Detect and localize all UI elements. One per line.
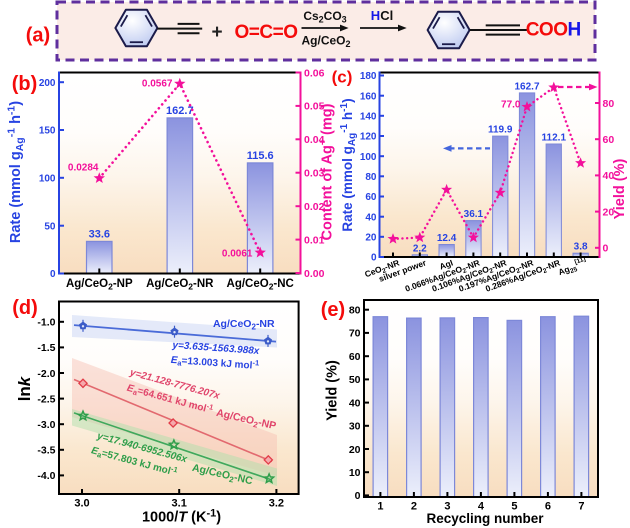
svg-text:20: 20 <box>349 444 361 456</box>
svg-text:(e): (e) <box>321 299 345 321</box>
svg-text:0: 0 <box>355 490 361 502</box>
svg-text:20: 20 <box>603 206 615 218</box>
svg-text:3.1: 3.1 <box>172 498 187 510</box>
svg-text:3.0: 3.0 <box>74 498 89 510</box>
svg-text:+: + <box>211 22 222 43</box>
svg-text:162.7: 162.7 <box>166 105 194 117</box>
svg-text:50: 50 <box>349 374 361 386</box>
svg-text:80: 80 <box>349 305 361 317</box>
svg-text:140: 140 <box>360 111 377 122</box>
svg-text:-1.0: -1.0 <box>37 317 55 329</box>
svg-text:Recycling number: Recycling number <box>426 511 544 526</box>
svg-text:112.1: 112.1 <box>542 133 567 144</box>
svg-text:-1.5: -1.5 <box>37 342 55 354</box>
svg-text:40: 40 <box>365 212 377 223</box>
svg-text:0.03: 0.03 <box>304 168 325 180</box>
svg-text:-3.5: -3.5 <box>37 445 55 457</box>
svg-text:100: 100 <box>39 173 56 184</box>
svg-text:3: 3 <box>444 501 450 513</box>
svg-text:3.8: 3.8 <box>574 242 588 253</box>
svg-text:Ea=13.003 kJ mol-1: Ea=13.003 kJ mol-1 <box>170 352 259 373</box>
svg-text:(b): (b) <box>12 73 38 95</box>
svg-text:0.0284: 0.0284 <box>68 163 99 174</box>
svg-text:3.2: 3.2 <box>269 498 284 510</box>
svg-text:80: 80 <box>603 98 615 110</box>
svg-text:60: 60 <box>365 192 377 203</box>
svg-text:0.0061: 0.0061 <box>222 249 253 260</box>
svg-text:12.4: 12.4 <box>437 233 457 244</box>
svg-text:50: 50 <box>44 221 56 232</box>
svg-text:160: 160 <box>360 91 377 102</box>
svg-text:60: 60 <box>349 351 361 363</box>
svg-text:0: 0 <box>371 253 377 264</box>
svg-text:36.1: 36.1 <box>464 209 484 220</box>
svg-text:lnk: lnk <box>15 375 34 401</box>
svg-text:Content of Ag+ (mg): Content of Ag+ (mg) <box>317 103 336 240</box>
svg-text:6: 6 <box>545 501 551 513</box>
svg-text:(d): (d) <box>12 297 38 319</box>
svg-text:0.0567: 0.0567 <box>142 79 173 90</box>
svg-text:120: 120 <box>360 132 377 143</box>
svg-text:20: 20 <box>365 232 377 243</box>
svg-text:Ag/CeO2-NC: Ag/CeO2-NC <box>227 278 294 292</box>
svg-text:HCl: HCl <box>371 8 393 23</box>
svg-text:40: 40 <box>349 397 361 409</box>
svg-text:30: 30 <box>349 421 361 433</box>
svg-text:0.05: 0.05 <box>304 101 325 113</box>
svg-text:-3.0: -3.0 <box>37 419 55 431</box>
svg-text:-4.0: -4.0 <box>37 470 55 482</box>
svg-text:Yield (%): Yield (%) <box>612 158 628 219</box>
svg-text:5: 5 <box>511 501 517 513</box>
svg-text:60: 60 <box>603 134 615 146</box>
svg-text:COOH: COOH <box>526 20 581 41</box>
svg-text:180: 180 <box>360 71 377 82</box>
svg-text:Ag/CeO2-NR: Ag/CeO2-NR <box>146 278 214 292</box>
svg-text:1: 1 <box>377 501 383 513</box>
svg-text:Cs2CO3: Cs2CO3 <box>303 9 346 25</box>
svg-text:77.0: 77.0 <box>501 100 521 111</box>
svg-text:(a): (a) <box>26 25 50 47</box>
svg-text:33.6: 33.6 <box>89 228 110 240</box>
svg-text:150: 150 <box>39 126 56 137</box>
svg-text:0.02: 0.02 <box>304 201 325 213</box>
svg-text:4: 4 <box>478 501 485 513</box>
svg-text:80: 80 <box>365 172 377 183</box>
svg-text:Ag/CeO2-NR: Ag/CeO2-NR <box>213 318 275 332</box>
svg-text:-2.5: -2.5 <box>37 393 55 405</box>
svg-text:119.9: 119.9 <box>488 125 513 136</box>
svg-text:0.06: 0.06 <box>304 67 325 79</box>
svg-text:2.2: 2.2 <box>413 243 427 254</box>
svg-text:(c): (c) <box>332 68 353 87</box>
svg-text:0.01: 0.01 <box>304 234 325 246</box>
svg-text:7: 7 <box>578 501 584 513</box>
svg-text:2: 2 <box>411 501 417 513</box>
svg-text:0.04: 0.04 <box>304 134 325 146</box>
svg-text:0.00: 0.00 <box>304 268 325 280</box>
svg-text:O=C=O: O=C=O <box>235 22 298 43</box>
svg-text:1000/T (K-1): 1000/T (K-1) <box>142 508 221 526</box>
svg-text:Ag/CeO2: Ag/CeO2 <box>301 34 350 50</box>
svg-text:0: 0 <box>603 243 609 255</box>
svg-text:Ag/CeO2-NP: Ag/CeO2-NP <box>66 278 133 292</box>
svg-text:AgI: AgI <box>438 257 454 271</box>
svg-text:70: 70 <box>349 328 361 340</box>
svg-text:Rate (mmol gAg-1 h-1): Rate (mmol gAg-1 h-1) <box>6 101 27 243</box>
svg-text:Yield (%): Yield (%) <box>324 360 340 421</box>
svg-text:100: 100 <box>360 152 377 163</box>
svg-text:-2.0: -2.0 <box>37 368 55 380</box>
svg-text:115.6: 115.6 <box>247 150 274 162</box>
svg-text:0: 0 <box>50 269 56 280</box>
svg-text:200: 200 <box>39 78 56 89</box>
svg-text:162.7: 162.7 <box>514 81 539 92</box>
svg-text:10: 10 <box>349 467 361 479</box>
svg-text:40: 40 <box>603 170 615 182</box>
